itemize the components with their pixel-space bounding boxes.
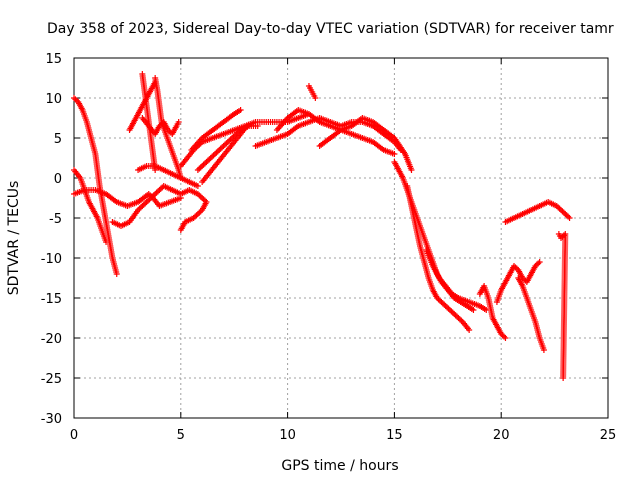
data-point <box>502 335 509 341</box>
x-tick-label: 20 <box>493 428 510 443</box>
data-point <box>470 307 477 313</box>
y-tick-label: -25 <box>41 372 62 387</box>
data-point <box>113 271 120 277</box>
y-tick-label: -10 <box>41 252 62 267</box>
data-point <box>175 119 182 125</box>
plot-frame <box>73 57 609 419</box>
data-point <box>560 375 567 381</box>
data-point <box>103 239 110 245</box>
data-point <box>566 215 573 221</box>
y-tick-label: -15 <box>41 292 62 307</box>
grid-lines <box>74 58 608 418</box>
x-tick-label: 5 <box>177 428 185 443</box>
data-point <box>312 95 319 101</box>
data-point <box>391 151 398 157</box>
y-tick-label: -30 <box>41 412 62 427</box>
x-tick-label: 0 <box>70 428 78 443</box>
y-axis-label: SDTVAR / TECUs <box>6 181 22 296</box>
data-point <box>254 123 261 129</box>
data-point <box>408 167 415 173</box>
y-tick-label: 15 <box>45 52 62 67</box>
y-tick-label: 5 <box>54 132 62 147</box>
data-point <box>194 183 201 189</box>
data-point <box>536 259 543 265</box>
data-point <box>540 347 547 353</box>
data-points <box>71 71 573 381</box>
y-tick-label: 10 <box>45 92 62 107</box>
data-point <box>177 227 184 233</box>
chart-title: Day 358 of 2023, Sidereal Day-to-day VTE… <box>47 21 614 37</box>
y-tick-label: -20 <box>41 332 62 347</box>
data-point <box>237 107 244 113</box>
y-tick-label: 0 <box>54 172 62 187</box>
x-tick-label: 25 <box>600 428 617 443</box>
x-axis-label: GPS time / hours <box>281 458 398 474</box>
y-tick-label: -5 <box>49 212 62 227</box>
data-point <box>466 327 473 333</box>
x-tick-label: 10 <box>279 428 296 443</box>
y-axis-ticks: -30 -25 -20 -15 -10 -5 0 5 10 15 <box>41 52 608 427</box>
x-axis-ticks: 0 5 10 15 20 25 <box>70 58 616 443</box>
data-point <box>244 123 251 129</box>
x-tick-label: 15 <box>386 428 403 443</box>
